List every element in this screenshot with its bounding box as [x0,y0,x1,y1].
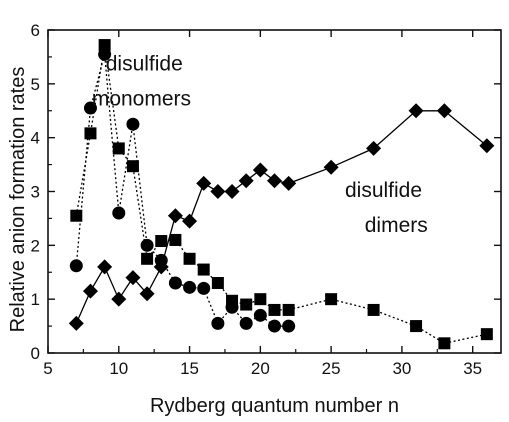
x-tick-label-15: 15 [180,359,199,378]
point-diamond-18 [224,184,240,199]
point-circle-19 [239,316,253,330]
point-square-17 [211,277,224,290]
series-circle [69,47,296,333]
annotation-1: monomers [92,87,191,110]
point-square-9 [98,39,111,52]
point-circle-21 [268,319,281,333]
point-circle-12 [140,238,154,252]
point-diamond-17 [210,184,226,199]
y-tick-label-1: 1 [31,290,40,309]
point-diamond-21 [267,173,282,189]
point-square-12 [141,252,154,265]
point-square-13 [155,235,168,248]
x-tick-label-20: 20 [251,359,270,378]
y-tick-label-5: 5 [31,75,40,94]
point-square-22 [282,303,295,316]
point-square-20 [254,293,267,306]
point-diamond-9 [97,259,113,275]
point-diamond-28 [366,140,382,156]
point-diamond-14 [167,208,183,224]
point-diamond-20 [252,162,268,178]
y-axis-label: Relative anion formation rates [7,67,29,333]
series-line-circle [75,54,289,327]
point-diamond-11 [125,270,141,286]
point-diamond-25 [323,159,339,175]
point-square-28 [367,303,380,316]
point-diamond-31 [408,103,424,119]
point-square-7 [70,209,83,222]
point-diamond-7 [68,315,84,331]
point-circle-11 [126,117,140,131]
annotations: disulfide monomers disulfide dimers [92,52,428,237]
point-square-14 [169,233,182,246]
point-circle-7 [69,259,83,273]
x-tick-label-25: 25 [322,359,341,378]
point-square-11 [126,160,139,173]
point-diamond-13 [153,259,169,275]
y-tick-label-4: 4 [31,129,40,148]
series-square [70,39,493,350]
point-circle-9 [98,47,112,61]
y-tick-label-6: 6 [31,21,40,40]
point-diamond-15 [182,213,198,229]
point-square-21 [268,303,281,316]
annotation-2: disulfide [345,179,422,202]
point-square-36 [480,328,493,341]
x-tick-label-10: 10 [109,359,128,378]
point-square-19 [240,298,253,311]
point-circle-17 [211,316,225,330]
point-square-10 [112,142,125,155]
x-tick-label-5: 5 [43,359,52,378]
series-diamond [68,103,495,331]
point-square-8 [84,127,97,140]
point-circle-10 [112,206,126,220]
point-circle-14 [168,276,182,290]
point-square-15 [183,252,196,265]
point-diamond-19 [238,173,254,189]
point-square-31 [410,320,423,333]
axis-ticks: 5 10 15 20 25 30 35 0 1 2 3 4 5 6 [31,21,501,378]
point-diamond-10 [111,291,127,307]
annotation-3: dimers [365,214,428,237]
point-diamond-16 [196,175,212,191]
point-diamond-8 [82,283,98,299]
point-square-33 [438,337,451,350]
y-tick-label-2: 2 [31,236,40,255]
x-tick-label-30: 30 [392,359,411,378]
point-diamond-36 [479,138,495,154]
point-circle-20 [253,308,267,322]
point-circle-18 [225,300,239,314]
point-circle-16 [197,281,211,295]
point-circle-8 [83,101,97,115]
point-diamond-33 [436,103,452,119]
annotation-0: disulfide [106,52,183,75]
y-tick-label-0: 0 [31,344,40,363]
point-circle-15 [183,280,197,294]
point-circle-22 [282,319,296,333]
point-diamond-22 [281,175,297,191]
y-tick-label-3: 3 [31,183,40,202]
series-layer [68,39,495,350]
point-square-16 [197,263,210,276]
point-diamond-12 [139,286,155,302]
x-tick-label-35: 35 [463,359,482,378]
point-square-25 [325,293,338,306]
x-axis-label: Rydberg quantum number n [150,395,399,417]
